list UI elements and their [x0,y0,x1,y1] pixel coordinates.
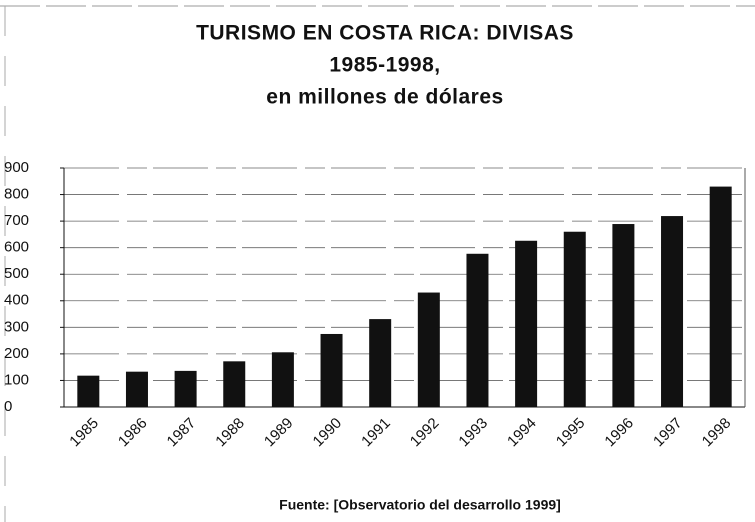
y-tick-label: 600 [4,239,29,256]
x-tick-label: 1995 [553,415,589,451]
bar [661,216,684,407]
y-tick-label: 800 [4,186,29,203]
x-tick-label: 1993 [455,415,491,451]
y-tick-label: 400 [4,292,29,309]
x-tick-label: 1985 [66,415,102,451]
x-tick-label: 1994 [504,415,540,451]
x-tick-label: 1987 [164,415,200,451]
y-tick-label: 200 [4,345,29,362]
bar [271,352,294,407]
y-tick-label: 0 [4,398,12,415]
bar [563,231,586,407]
x-tick-label: 1986 [115,415,151,451]
y-tick-label: 900 [4,159,29,176]
bar [612,224,635,407]
bar [77,375,100,407]
x-tick-label: 1991 [358,415,394,451]
bar [174,370,197,407]
chart-title: 1985-1998, [329,54,440,77]
x-tick-label: 1989 [261,415,297,451]
chart-title: en millones de dólares [266,86,503,109]
bar [417,292,440,407]
chart-title: TURISMO EN COSTA RICA: DIVISAS [196,22,574,45]
bar [709,186,732,407]
x-tick-label: 1997 [650,415,686,451]
bar [466,253,489,407]
bar [369,319,392,407]
y-tick-label: 500 [4,265,29,282]
x-tick-label: 1998 [699,415,735,451]
x-tick-label: 1992 [407,415,443,451]
x-tick-label: 1990 [310,415,346,451]
x-tick-label: 1996 [601,415,637,451]
source-note: Fuente: [Observatorio del desarrollo 199… [279,497,561,513]
bar [125,371,148,407]
bar [320,333,343,407]
y-tick-label: 100 [4,371,29,388]
bar [223,361,246,407]
bar [515,240,538,407]
y-tick-label: 300 [4,318,29,335]
x-tick-label: 1988 [212,415,248,451]
y-tick-label: 700 [4,212,29,229]
